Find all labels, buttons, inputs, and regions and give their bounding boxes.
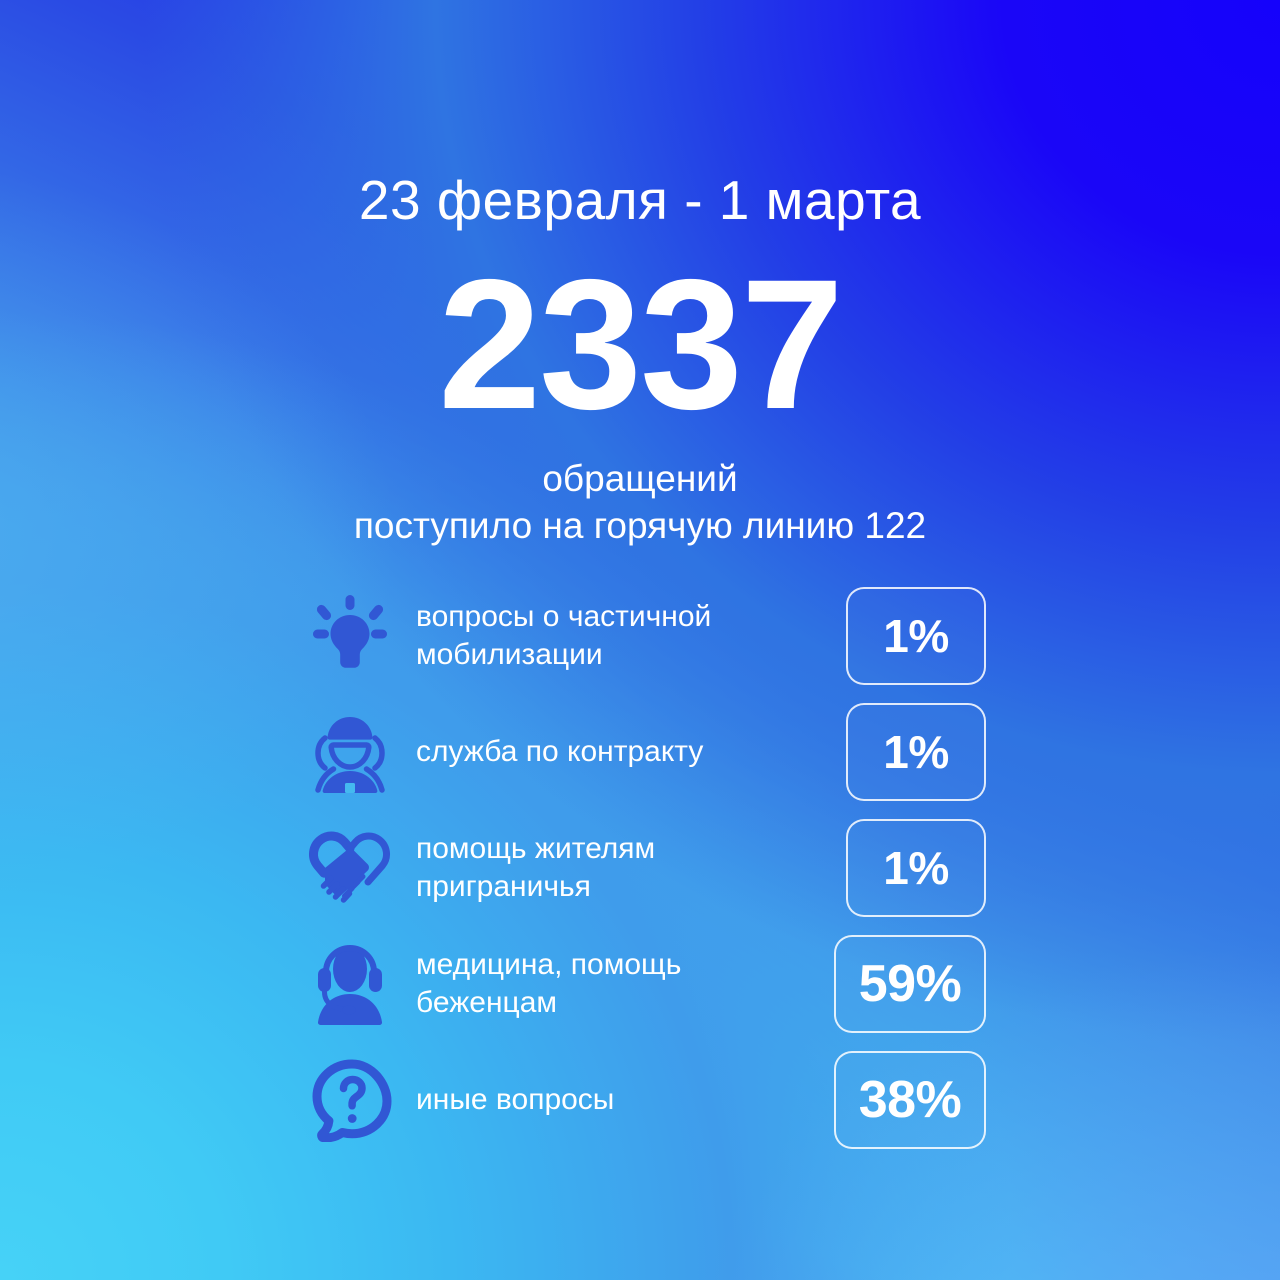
- label-line-1: помощь жителям: [416, 832, 656, 866]
- headset-operator-icon: [296, 940, 404, 1028]
- soldier-icon: [296, 708, 404, 796]
- percent-badge: 59%: [834, 935, 986, 1033]
- list-item: помощь жителям приграничья 1%: [296, 810, 986, 926]
- label-line-1: медицина, помощь: [416, 948, 682, 982]
- handshake-heart-icon: [296, 824, 404, 912]
- subtitle-line-2: поступило на горячую линию 122: [353, 505, 927, 547]
- percent-badge: 38%: [834, 1051, 986, 1149]
- subtitle-line-1: обращений: [542, 458, 738, 499]
- category-list: вопросы о частичной мобилизации 1%: [296, 578, 986, 1158]
- lightbulb-icon: [296, 592, 404, 680]
- percent-badge: 1%: [846, 587, 986, 685]
- label-line-2: приграничья: [416, 870, 591, 903]
- percent-badge: 1%: [846, 819, 986, 917]
- subtitle: обращений поступило на горячую линию 122: [0, 455, 1280, 550]
- date-range-heading: 23 февраля - 1 марта: [358, 169, 922, 231]
- list-item: иные вопросы 38%: [296, 1042, 986, 1158]
- list-item: медицина, помощь беженцам 59%: [296, 926, 986, 1042]
- list-item-label: помощь жителям приграничья: [404, 830, 986, 906]
- percent-badge: 1%: [846, 703, 986, 801]
- label-line-1: иные вопросы: [416, 1083, 615, 1117]
- label-line-1: служба по контракту: [416, 735, 704, 769]
- total-count: 2337: [438, 242, 844, 448]
- label-line-2: мобилизации: [416, 638, 603, 671]
- list-item-label: служба по контракту: [404, 733, 986, 771]
- question-bubble-icon: [296, 1056, 404, 1144]
- list-item: вопросы о частичной мобилизации 1%: [296, 578, 986, 694]
- list-item-label: медицина, помощь беженцам: [404, 946, 986, 1022]
- list-item: служба по контракту 1%: [296, 694, 986, 810]
- list-item-label: иные вопросы: [404, 1081, 986, 1119]
- label-line-2: беженцам: [416, 986, 558, 1019]
- label-line-1: вопросы о частичной: [416, 600, 712, 634]
- list-item-label: вопросы о частичной мобилизации: [404, 598, 986, 674]
